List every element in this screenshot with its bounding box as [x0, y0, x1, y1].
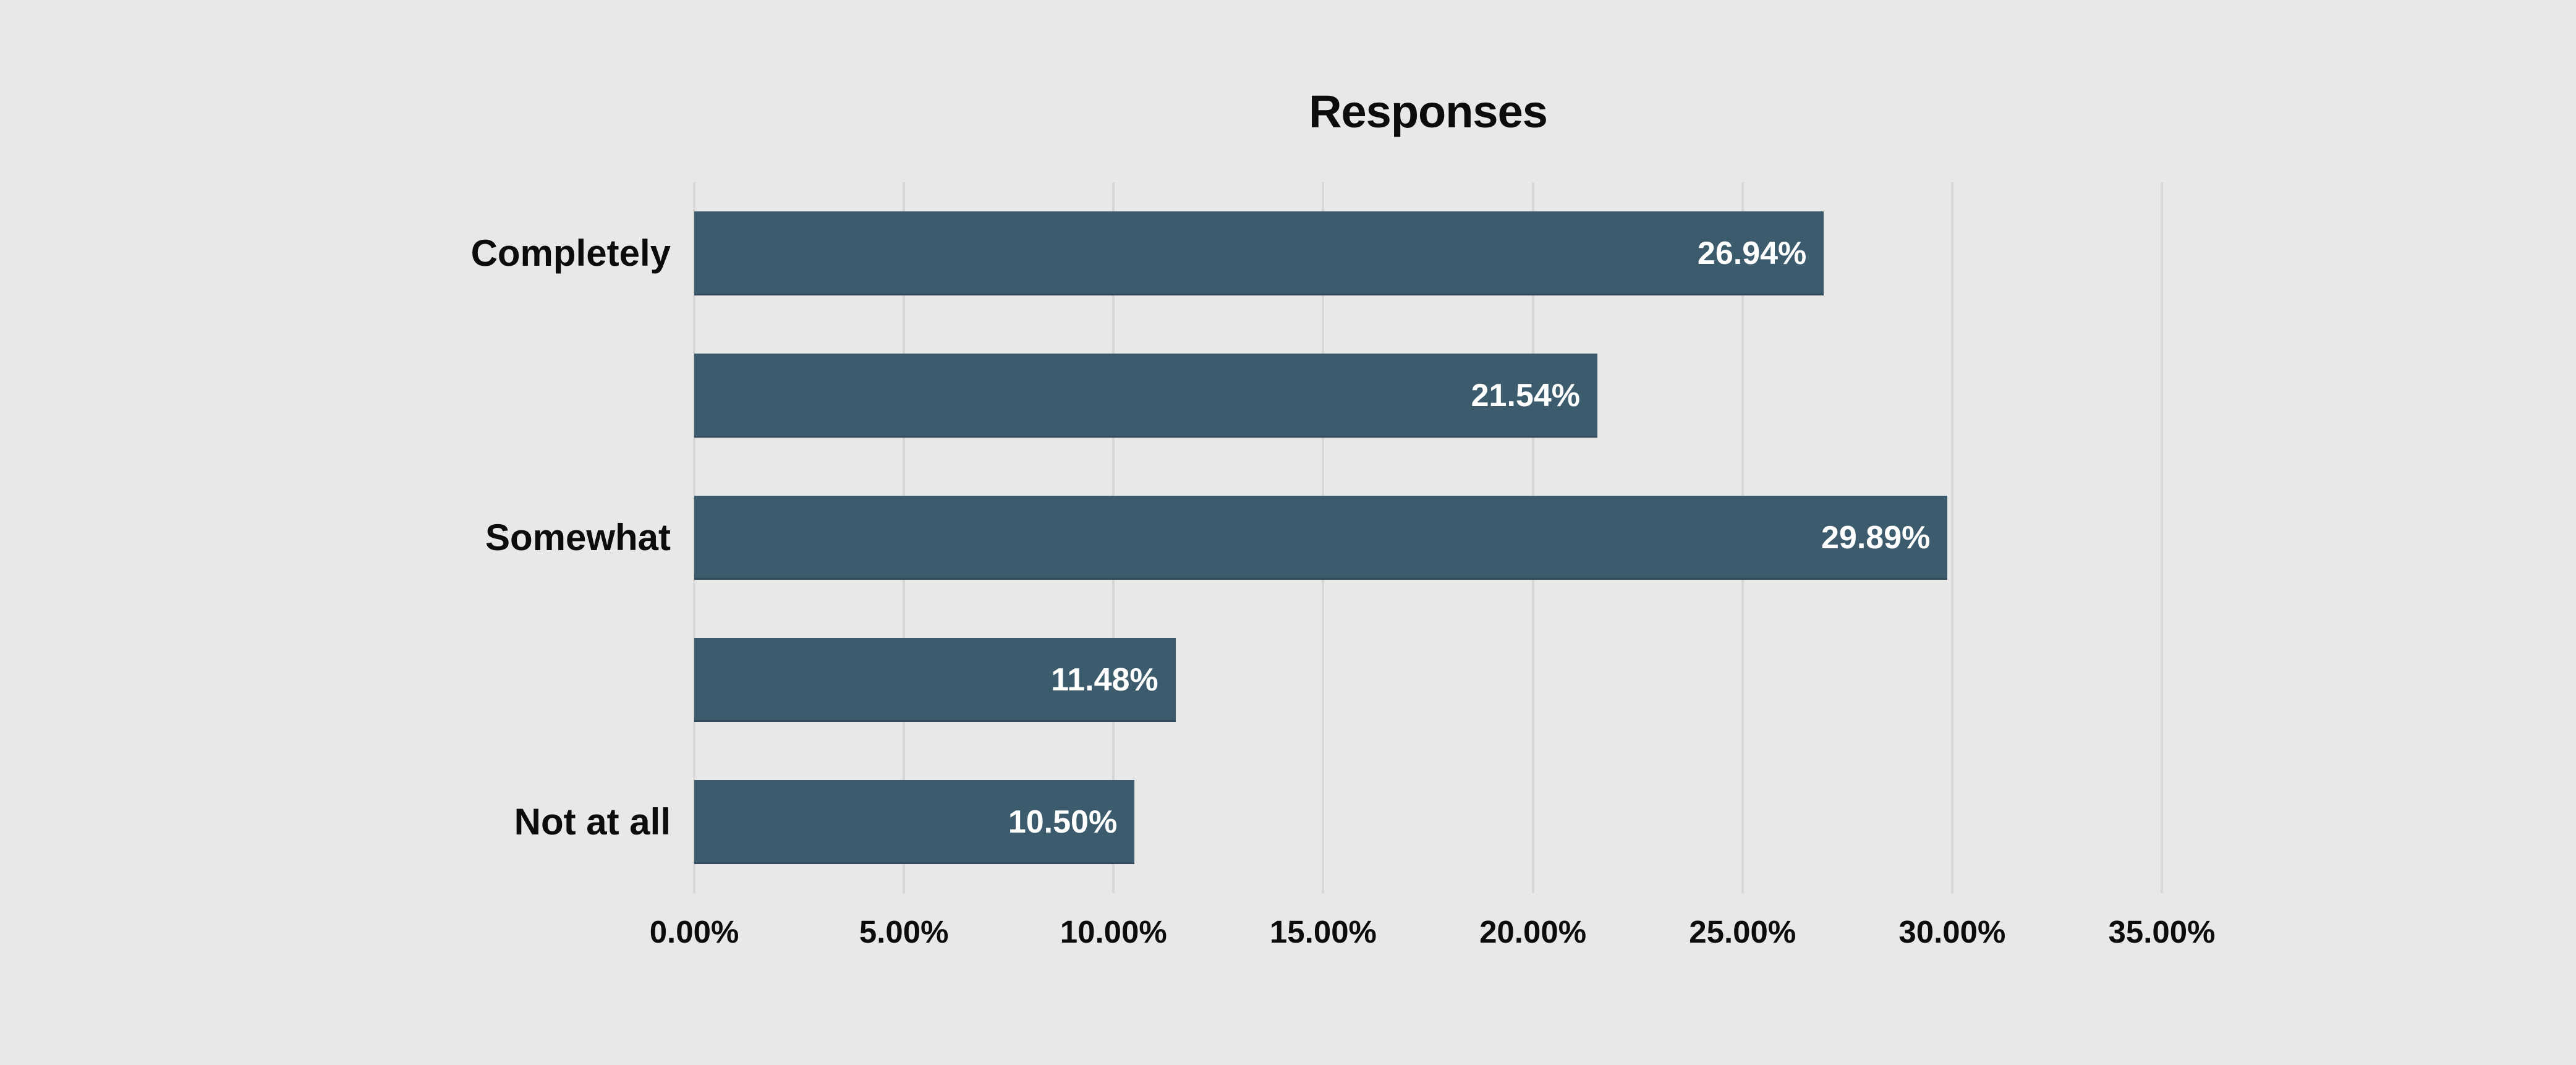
bar: 26.94%	[694, 211, 1824, 295]
x-axis-tick-label: 5.00%	[859, 914, 949, 949]
bar: 29.89%	[694, 496, 1948, 580]
bar-value-label: 29.89%	[1821, 520, 1931, 556]
bar: 10.50%	[694, 780, 1135, 864]
plot-area: 26.94% 21.54% 29.89% 11.48% 10.50%	[693, 182, 2163, 893]
category-label: Completely	[470, 232, 671, 274]
category-label: Not at all	[514, 801, 671, 842]
bar-row: 10.50%	[694, 751, 2162, 893]
bar-value-label: 21.54%	[1471, 378, 1581, 414]
x-axis-tick-label: 15.00%	[1269, 914, 1377, 949]
bar-value-label: 26.94%	[1697, 235, 1807, 271]
category-label	[0, 325, 671, 467]
bar-row: 26.94%	[694, 182, 2162, 325]
x-axis-tick-label: 0.00%	[649, 914, 739, 949]
category-label: Somewhat	[485, 517, 671, 558]
bar-value-label: 10.50%	[1008, 804, 1118, 840]
x-axis-tick-label: 30.00%	[1898, 914, 2006, 949]
x-axis-tick-label: 25.00%	[1689, 914, 1796, 949]
category-label	[0, 609, 671, 751]
x-axis-tick-label: 10.00%	[1060, 914, 1167, 949]
gridline-30.00%	[1950, 182, 1953, 893]
bar-row: 21.54%	[694, 325, 2162, 467]
bar: 21.54%	[694, 354, 1598, 438]
bar: 11.48%	[694, 638, 1176, 722]
gridline-35.00%	[2161, 182, 2163, 893]
bar-value-label: 11.48%	[1051, 662, 1158, 698]
x-axis-tick-label: 20.00%	[1479, 914, 1587, 949]
chart-title: Responses	[1309, 86, 1548, 137]
bar-row: 29.89%	[694, 467, 2162, 609]
x-axis-tick-label: 35.00%	[2108, 914, 2216, 949]
bar-row: 11.48%	[694, 609, 2162, 751]
